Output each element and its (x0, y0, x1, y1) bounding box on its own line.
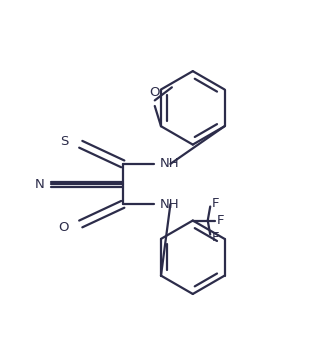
Text: F: F (211, 197, 219, 210)
Text: N: N (35, 178, 45, 191)
Text: S: S (61, 135, 69, 148)
Text: NH: NH (160, 157, 180, 171)
Text: F: F (217, 214, 225, 227)
Text: O: O (58, 220, 69, 233)
Text: F: F (211, 231, 219, 244)
Text: O: O (149, 86, 160, 99)
Text: NH: NH (160, 198, 180, 211)
